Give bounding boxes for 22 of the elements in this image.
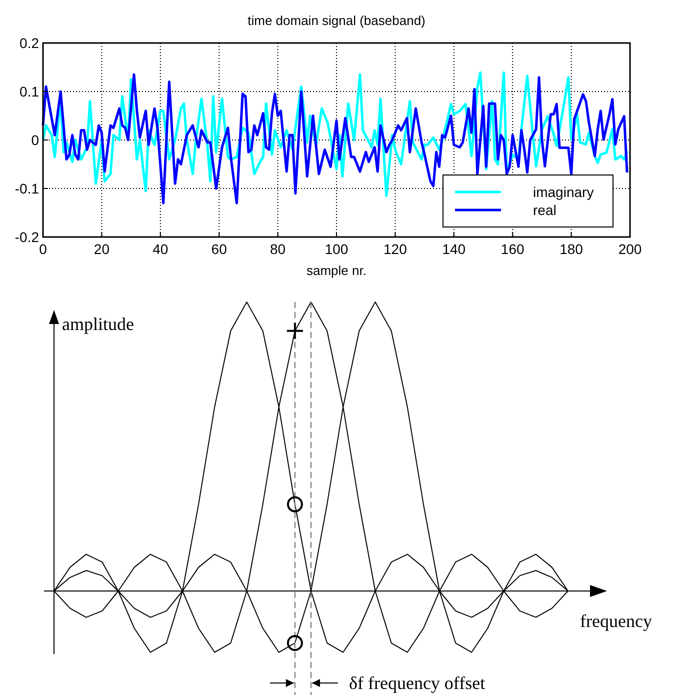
x-tick-label: 140 [442, 241, 466, 257]
x-tick-label: 160 [500, 241, 524, 257]
x-tick-label: 80 [270, 241, 286, 257]
x-tick-label: 120 [384, 241, 408, 257]
text: δf frequency offset [349, 673, 486, 693]
x-tick-label: 40 [152, 241, 168, 257]
x-tick-label: 180 [560, 241, 584, 257]
chart-title: time domain signal (baseband) [248, 13, 426, 28]
y-tick-label: 0.2 [20, 35, 40, 51]
x-axis-title: frequency [580, 611, 652, 631]
y-axis-title: amplitude [62, 314, 134, 334]
legend-label: imaginary [533, 184, 594, 200]
x-tick-label: 60 [211, 241, 228, 257]
y-tick-label: 0.1 [20, 84, 40, 100]
y-tick-label: -0.2 [14, 229, 40, 245]
x-tick-label: 200 [618, 241, 642, 257]
x-axis-title: sample nr. [306, 263, 366, 278]
y-tick-label: 0 [31, 132, 40, 148]
x-tick-label: 100 [324, 241, 348, 257]
legend-label: real [533, 202, 556, 218]
y-tick-label: -0.1 [14, 180, 40, 196]
x-tick-label: 20 [94, 241, 110, 257]
